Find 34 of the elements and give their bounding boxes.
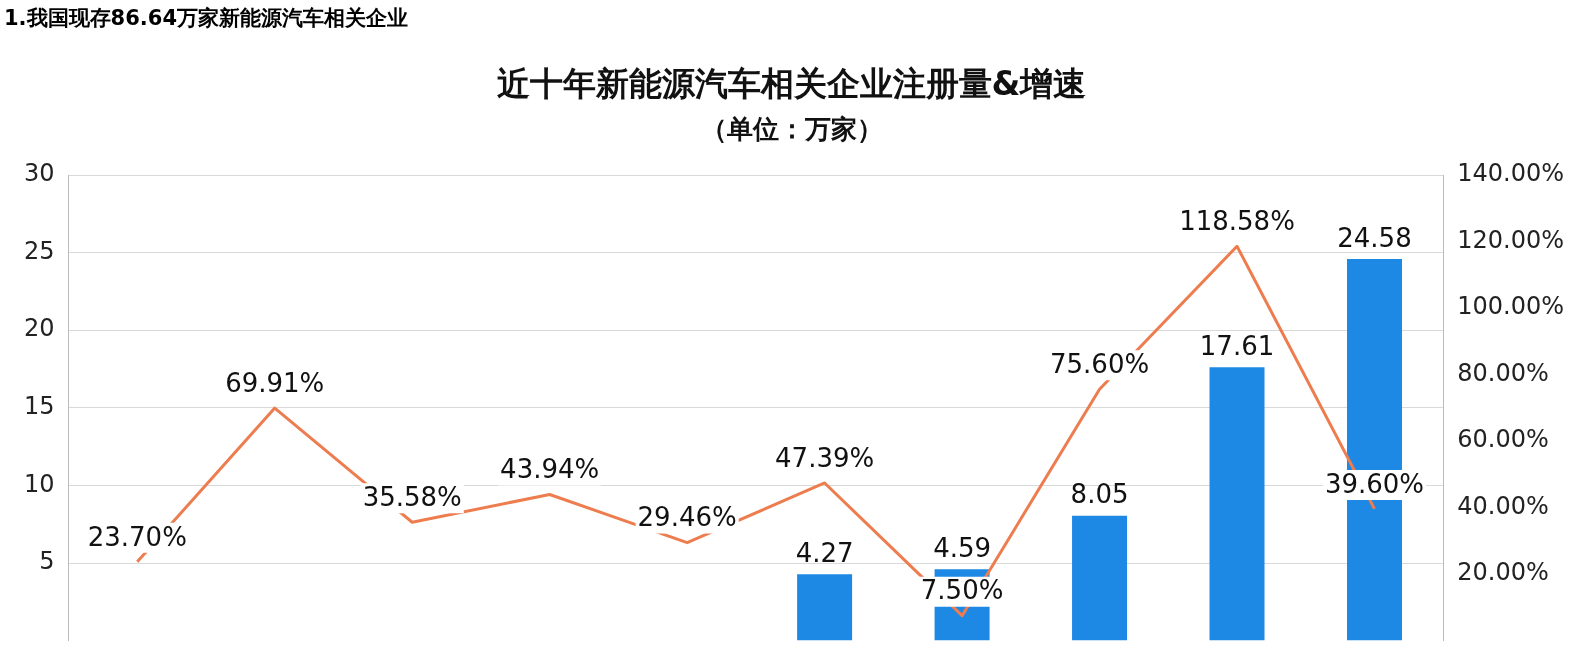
data-label: 23.70% [87, 521, 187, 552]
y-tick-label: 5 [39, 547, 55, 576]
y2-tick-label: 20.00% [1457, 558, 1549, 587]
bar [1072, 515, 1128, 641]
data-label: 75.60% [1049, 348, 1150, 379]
data-label: 4.27 [795, 538, 854, 569]
y-tick-label: 25 [23, 236, 55, 265]
bar [797, 574, 853, 641]
data-label: 7.50% [920, 575, 1004, 606]
y2-tick-label: 40.00% [1457, 491, 1549, 520]
data-label: 35.58% [362, 482, 462, 513]
data-label: 29.46% [637, 502, 737, 533]
y-tick-label: 10 [23, 469, 55, 498]
data-label: 24.58 [1337, 222, 1412, 253]
data-label: 8.05 [1070, 479, 1129, 510]
y-tick-label: 15 [23, 392, 55, 421]
data-label: 47.39% [775, 442, 875, 473]
y2-tick-label: 60.00% [1457, 425, 1549, 454]
chart-title: 近十年新能源汽车相关企业注册量&增速 [495, 63, 1088, 105]
data-label: 17.61 [1199, 331, 1275, 362]
data-label: 4.59 [933, 533, 992, 564]
y2-tick-label: 80.00% [1457, 358, 1549, 387]
y-tick-label: 30 [23, 159, 55, 188]
data-label: 43.94% [500, 454, 600, 485]
y2-tick-label: 120.00% [1457, 225, 1564, 254]
y-tick-label: 20 [23, 314, 55, 343]
chart-subtitle: （单位：万家） [699, 113, 884, 146]
y2-tick-label: 140.00% [1457, 159, 1564, 188]
data-label: 39.60% [1324, 468, 1425, 499]
y2-tick-label: 100.00% [1457, 292, 1564, 321]
data-label: 69.91% [225, 367, 325, 398]
text: 1.我国现存86.64万家新能源汽车相关企业 [4, 5, 409, 32]
data-label: 118.58% [1179, 205, 1295, 236]
bar [1209, 367, 1265, 641]
